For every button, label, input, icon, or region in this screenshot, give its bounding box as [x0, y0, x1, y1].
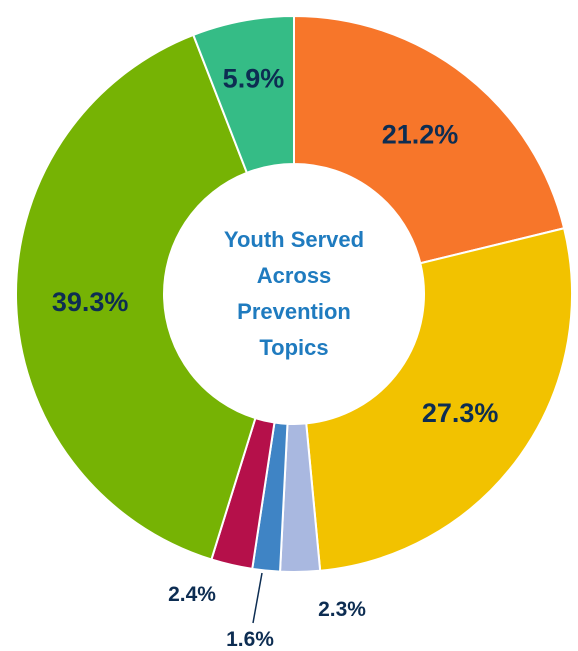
center-title-line-2: Across	[256, 263, 332, 288]
leader-line-4	[252, 572, 263, 624]
center-title: Youth Served Across Prevention Topics	[189, 222, 399, 366]
slice-label-1: 21.2%	[382, 119, 459, 149]
slice-label-2: 27.3%	[422, 398, 499, 428]
slice-7	[191, 14, 295, 175]
leader-lines-layer	[252, 572, 263, 624]
slice-label-5: 2.4%	[168, 583, 216, 606]
center-title-line-1: Youth Served	[223, 227, 365, 252]
slice-1	[293, 14, 566, 265]
center-title-line-4: Topics	[259, 335, 329, 360]
slice-label-3: 2.3%	[318, 598, 366, 621]
slice-6	[15, 33, 257, 561]
slice-label-4: 1.6%	[226, 628, 274, 651]
slice-labels-layer: 21.2% 27.3% 2.3% 1.6% 2.4% 39.3% 5.9%	[52, 63, 499, 651]
slice-label-7: 5.9%	[223, 63, 285, 93]
slice-2	[305, 227, 573, 572]
slice-label-6: 39.3%	[52, 287, 129, 317]
center-title-line-3: Prevention	[237, 299, 351, 324]
slices-layer	[15, 14, 573, 573]
